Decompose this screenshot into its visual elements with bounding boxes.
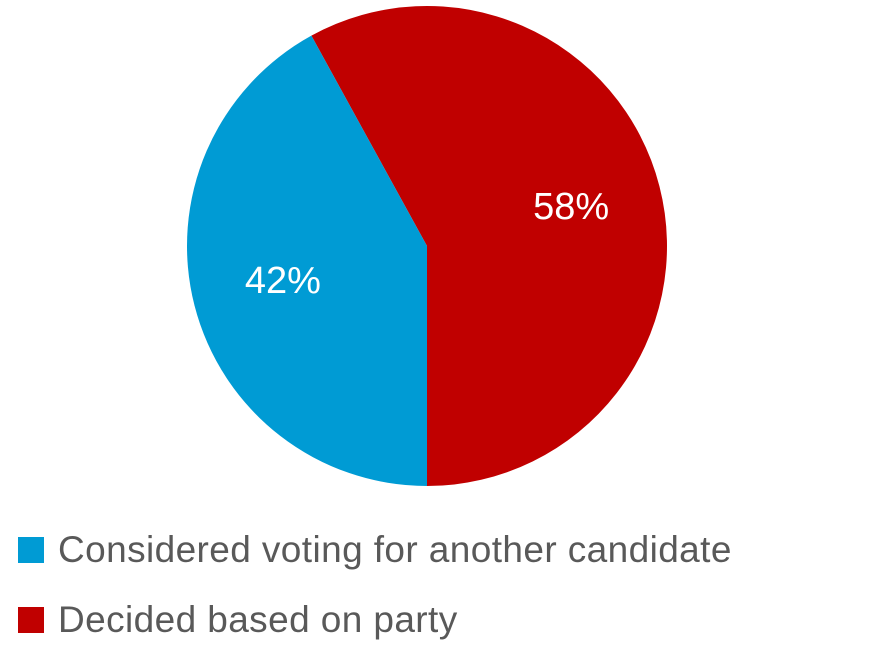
- legend-item-considered-other: Considered voting for another candidate: [18, 524, 858, 576]
- legend-swatch-decided-party: [18, 607, 44, 633]
- pie-slice-considered-other: [186, 35, 427, 486]
- pie-slice-decided-party: [311, 6, 667, 486]
- pie-data-labels: 58% 42%: [245, 186, 609, 302]
- legend: Considered voting for another candidate …: [18, 524, 858, 647]
- legend-item-decided-party: Decided based on party: [18, 594, 858, 646]
- legend-label-decided-party: Decided based on party: [58, 599, 458, 640]
- pie-slices: [186, 6, 667, 486]
- legend-label-considered-other: Considered voting for another candidate: [58, 529, 732, 570]
- legend-swatch-considered-other: [18, 537, 44, 563]
- data-label-considered-other: 42%: [245, 260, 321, 302]
- data-label-decided-party: 58%: [533, 186, 609, 228]
